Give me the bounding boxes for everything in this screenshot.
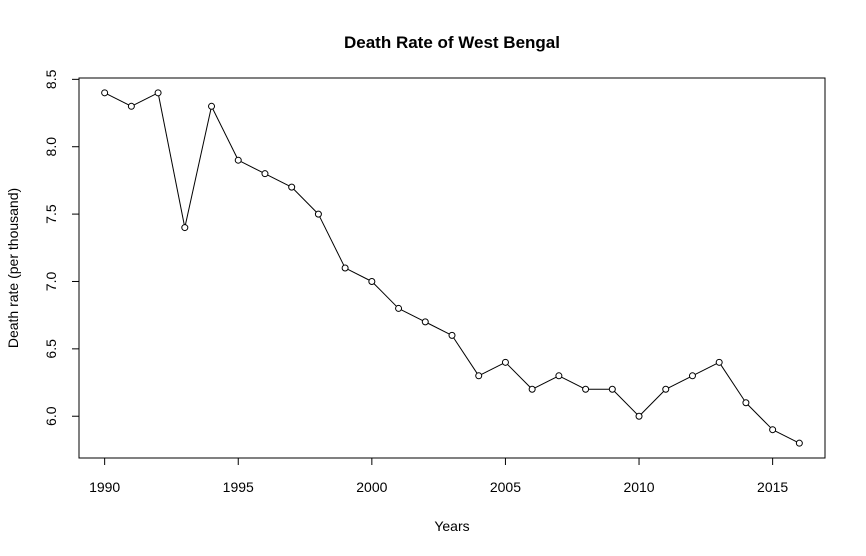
series-line-segment xyxy=(453,337,478,374)
data-point xyxy=(769,426,777,434)
series-line-segment xyxy=(158,95,185,225)
series-layer xyxy=(101,89,803,447)
x-axis: 1990 1995 2000 2005 2010 2015 xyxy=(89,457,788,495)
data-point xyxy=(688,372,696,380)
data-point xyxy=(475,372,483,380)
data-point xyxy=(181,224,189,232)
data-point xyxy=(582,385,590,393)
series-line-segment xyxy=(240,161,263,173)
series-line-segment xyxy=(212,108,238,158)
data-point xyxy=(528,385,536,393)
data-point xyxy=(608,385,616,393)
x-tick-label: 2005 xyxy=(490,479,521,495)
series-line-segment xyxy=(561,376,584,389)
series-line-segment xyxy=(319,216,345,266)
data-point xyxy=(314,210,322,218)
y-tick-label: 7.5 xyxy=(43,204,59,224)
series-line-segment xyxy=(107,93,129,106)
x-tick-label: 2010 xyxy=(623,479,654,495)
data-point xyxy=(208,102,216,110)
series-line-segment xyxy=(720,364,745,401)
series-line-segment xyxy=(347,268,370,281)
data-point xyxy=(368,277,376,285)
data-point xyxy=(795,439,803,447)
chart-title: Death Rate of West Bengal xyxy=(344,33,560,52)
x-tick-label: 2000 xyxy=(356,479,387,495)
series-line-segment xyxy=(668,376,691,389)
data-point xyxy=(501,358,509,366)
series-line-segment xyxy=(373,283,397,307)
data-point xyxy=(555,372,563,380)
x-axis-label: Years xyxy=(434,518,469,534)
data-point xyxy=(341,264,349,272)
x-tick-label: 2015 xyxy=(757,479,788,495)
series-line-segment xyxy=(427,322,450,335)
series-line-segment xyxy=(747,404,771,428)
data-point xyxy=(421,318,429,326)
data-point xyxy=(662,385,670,393)
data-point xyxy=(635,412,643,420)
series-line-segment xyxy=(694,363,717,375)
y-tick-label: 7.0 xyxy=(43,272,59,292)
series-line-segment xyxy=(133,93,156,106)
y-tick-label: 8.0 xyxy=(43,137,59,157)
data-point xyxy=(234,156,242,164)
series-line-segment xyxy=(267,174,290,187)
series-line-segment xyxy=(481,363,503,375)
y-tick-label: 8.5 xyxy=(43,69,59,89)
series-line-segment xyxy=(184,109,212,225)
series-line-segment xyxy=(614,391,638,415)
series-line-segment xyxy=(293,188,317,213)
x-tick-label: 1995 xyxy=(223,479,254,495)
x-tick-label: 1990 xyxy=(89,479,120,495)
data-point xyxy=(395,304,403,312)
y-tick-label: 6.5 xyxy=(43,339,59,359)
data-point xyxy=(288,183,296,191)
plot-frame xyxy=(78,77,826,459)
series-line-segment xyxy=(640,391,664,415)
series-line-segment xyxy=(775,430,797,443)
series-line-segment xyxy=(401,309,423,321)
data-point xyxy=(101,89,109,97)
series-line-segment xyxy=(534,376,557,389)
series-line-segment xyxy=(507,364,531,388)
y-axis-label: Death rate (per thousand) xyxy=(5,188,21,348)
data-point xyxy=(127,102,135,110)
data-point xyxy=(261,170,269,178)
data-point xyxy=(448,331,456,339)
y-axis: 6.0 6.5 7.0 7.5 8.0 8.5 xyxy=(43,69,80,426)
data-point xyxy=(154,89,162,97)
data-point xyxy=(715,358,723,366)
y-tick-label: 6.0 xyxy=(43,406,59,426)
data-point xyxy=(742,399,750,407)
